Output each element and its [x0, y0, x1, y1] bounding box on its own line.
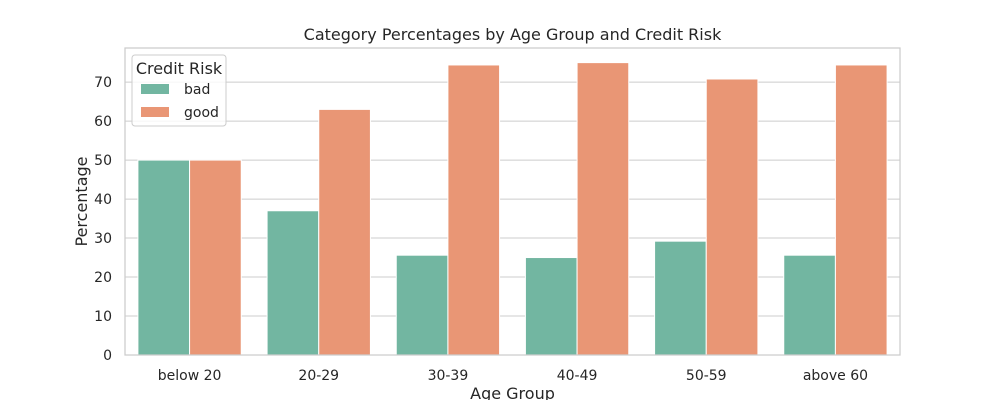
y-tick-label: 50	[94, 153, 112, 169]
x-tick-label: above 60	[803, 368, 868, 384]
y-tick-label: 20	[94, 270, 112, 286]
y-tick-label: 60	[94, 114, 112, 130]
legend-swatch-bad	[141, 84, 169, 94]
y-tick-label: 0	[103, 348, 112, 364]
bar-bad-20-29	[266, 210, 320, 356]
x-axis-label: Age Group	[470, 384, 555, 400]
y-tick-label: 30	[94, 231, 112, 247]
legend: Credit Risk bad good	[131, 54, 227, 127]
x-tick-labels: below 20 20-29 30-39 40-49 50-59 above 60	[158, 368, 868, 384]
bar-bad-50-59	[654, 240, 707, 356]
plot-frame	[124, 47, 901, 356]
bar-bad-30-39	[395, 254, 449, 356]
bar-good-30-39	[447, 64, 501, 356]
y-tick-labels: 0 10 20 30 40 50 60 70	[94, 75, 112, 364]
bar-good-above-60	[834, 64, 888, 356]
chart-title: Category Percentages by Age Group and Cr…	[304, 25, 722, 44]
legend-swatch-good	[141, 107, 169, 117]
y-tick-label: 70	[94, 75, 112, 91]
bar-bad-below-20	[137, 159, 191, 356]
bar-bad-40-49	[524, 257, 578, 356]
bar-good-20-29	[318, 108, 371, 356]
x-tick-label: 40-49	[557, 368, 598, 384]
y-tick-label: 10	[94, 309, 112, 325]
bar-good-50-59	[705, 78, 759, 356]
bar-good-40-49	[576, 62, 630, 356]
x-tick-label: below 20	[158, 368, 222, 384]
bar-bad-above-60	[783, 254, 836, 356]
x-tick-label: 30-39	[428, 368, 469, 384]
bar-good-below-20	[189, 159, 242, 356]
legend-label-good: good	[184, 105, 219, 121]
legend-label-bad: bad	[184, 82, 210, 98]
y-axis-label: Percentage	[72, 156, 91, 246]
legend-title: Credit Risk	[136, 59, 223, 78]
bars	[137, 62, 888, 356]
y-tick-label: 40	[94, 192, 112, 208]
x-tick-label: 20-29	[298, 368, 339, 384]
x-tick-label: 50-59	[686, 368, 727, 384]
grid-lines	[125, 81, 900, 356]
